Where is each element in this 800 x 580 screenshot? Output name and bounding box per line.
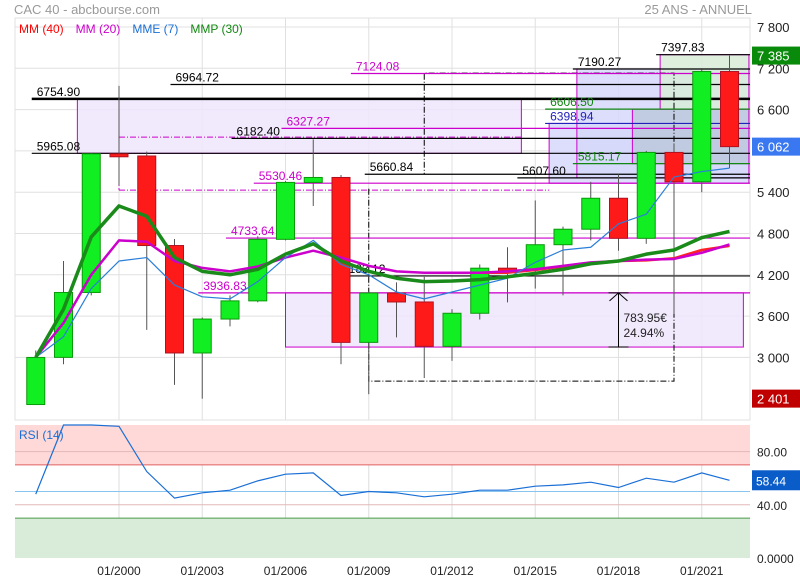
candle-2017 <box>581 197 601 230</box>
price-badge-label: 6 062 <box>757 140 790 155</box>
level-label: 5607.60 <box>522 164 566 178</box>
x-tick-label: 01/2006 <box>264 564 308 578</box>
measure-arrow <box>608 292 629 348</box>
level-label: 5530.46 <box>259 169 303 183</box>
y-tick-label: 5 400 <box>757 185 790 200</box>
level-label: 4733.64 <box>231 224 275 238</box>
level-label: 6327.27 <box>287 114 331 128</box>
rsi-tick-label: 40.00 <box>757 499 787 513</box>
price-badge <box>752 137 800 156</box>
candle-2006 <box>276 181 295 240</box>
rsi-overbought-zone <box>15 425 750 465</box>
price-badge <box>752 46 800 65</box>
candle-1999 <box>81 153 101 293</box>
candle-2012 <box>442 312 462 347</box>
y-tick-label: 3 000 <box>757 350 790 365</box>
level-label: 7124.08 <box>356 60 400 74</box>
level-label: 6964.72 <box>176 70 220 84</box>
legend-mmp30: MMP (30) <box>190 22 243 36</box>
level-label: 5815.17 <box>578 150 622 164</box>
x-tick-label: 01/2018 <box>597 564 641 578</box>
annotation-box <box>285 292 744 348</box>
measure-amount: 783.95€ <box>624 311 668 325</box>
x-tick-label: 01/2000 <box>97 564 141 578</box>
x-tick-label: 01/2003 <box>181 564 225 578</box>
rsi-current-label: 58.44 <box>756 474 786 488</box>
x-tick-label: 01/2009 <box>347 564 391 578</box>
price-badge-label: 7 385 <box>757 49 790 64</box>
candle-2000 <box>109 153 129 158</box>
level-label: 6606.50 <box>550 95 594 109</box>
y-tick-label: 7 200 <box>757 61 790 76</box>
candle-2003 <box>192 318 212 354</box>
candle-2013 <box>470 267 490 314</box>
legend-mm20: MM (20) <box>75 22 121 36</box>
level-label: 7190.27 <box>578 55 622 69</box>
candle-2011 <box>414 301 434 347</box>
candle-2009 <box>359 292 379 343</box>
x-tick-label: 01/2015 <box>514 564 558 578</box>
candle-2001 <box>137 155 157 247</box>
series-mme7 <box>35 167 730 358</box>
y-tick-label: 4 800 <box>757 226 790 241</box>
level-label: 3936.83 <box>203 279 247 293</box>
candle-2020 <box>664 151 684 183</box>
rsi-badge <box>752 470 800 491</box>
x-tick-label: 01/2021 <box>680 564 724 578</box>
level-label: 5660.84 <box>370 160 414 174</box>
level-label: 6182.40 <box>237 124 281 138</box>
price-badge-label: 2 401 <box>757 392 790 407</box>
rsi-label: RSI (14) <box>19 428 64 442</box>
level-label: 6754.90 <box>37 85 81 99</box>
x-tick-label: 01/2012 <box>430 564 474 578</box>
annotation-box <box>76 98 522 154</box>
rsi-tick-label: 0.0000 <box>757 552 794 566</box>
chart-period: 25 ANS - ANNUEL <box>644 2 752 17</box>
legend: MM (40) MM (20) MME (7) MMP (30) <box>19 22 243 36</box>
candle-2022 <box>720 71 739 148</box>
candle-2021 <box>692 71 712 183</box>
series-mmp30 <box>34 204 730 359</box>
rsi-tick-label: 80.00 <box>757 446 787 460</box>
candle-2004 <box>220 300 240 320</box>
level-label: 7397.83 <box>661 41 705 55</box>
y-tick-label: 3 600 <box>757 309 790 324</box>
candle-2007 <box>303 176 323 183</box>
candle-2016 <box>553 228 573 246</box>
candle-2002 <box>165 245 184 354</box>
candle-2019 <box>636 151 656 239</box>
rsi-oversold-zone <box>15 518 750 558</box>
candle-2010 <box>387 292 406 303</box>
level-label: 5965.08 <box>37 139 81 153</box>
candle-2018 <box>609 197 628 239</box>
candle-1997 <box>26 356 46 406</box>
y-tick-label: 6 600 <box>757 103 790 118</box>
rsi-line <box>35 424 730 499</box>
y-tick-label: 7 800 <box>757 20 790 35</box>
legend-mme7: MME (7) <box>132 22 179 36</box>
measure-percent: 24.94% <box>624 326 665 340</box>
chart-title: CAC 40 - abcbourse.com <box>14 2 160 17</box>
level-label: 6398.94 <box>550 109 594 123</box>
price-badge <box>752 389 800 408</box>
y-tick-label: 4 200 <box>757 268 790 283</box>
legend-mm40: MM (40) <box>19 22 64 36</box>
